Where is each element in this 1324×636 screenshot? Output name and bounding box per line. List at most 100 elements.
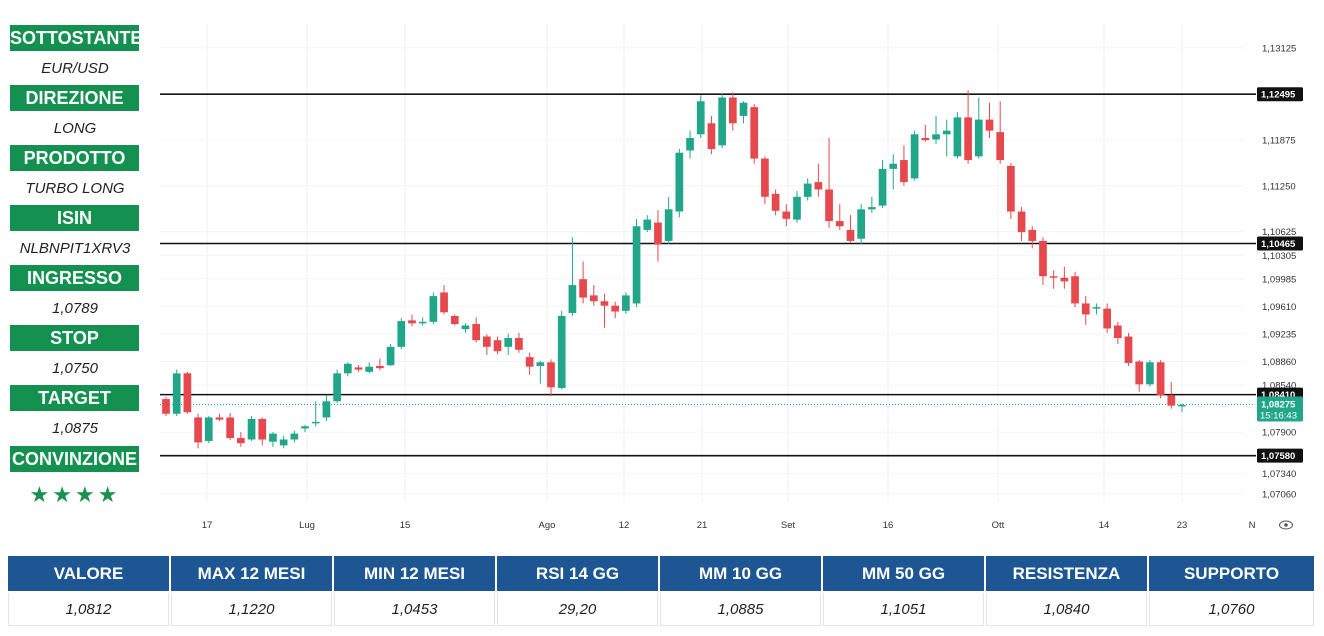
candle-down bbox=[600, 301, 609, 306]
y-tick-label: 1,08540 bbox=[1262, 381, 1296, 392]
ingresso-value: 1,0789 bbox=[52, 300, 98, 317]
candle-down bbox=[237, 438, 245, 444]
x-tick-label: 14 bbox=[1099, 520, 1110, 531]
candle-down bbox=[1007, 165, 1015, 212]
candle-up bbox=[664, 209, 673, 241]
candle-up bbox=[932, 134, 940, 140]
candle-up bbox=[1146, 362, 1154, 385]
candle-down bbox=[835, 221, 844, 227]
y-tick-label: 1,09235 bbox=[1262, 329, 1296, 340]
prodotto-label: PRODOTTO bbox=[10, 145, 139, 171]
candle-down bbox=[814, 182, 823, 190]
candle-up bbox=[643, 219, 652, 230]
candle-up bbox=[557, 315, 566, 389]
candle-down bbox=[440, 292, 448, 313]
candle-down bbox=[771, 193, 780, 211]
convinzione-label: CONVINZIONE bbox=[10, 446, 139, 472]
candle-down bbox=[226, 417, 235, 439]
candle-down bbox=[162, 399, 170, 414]
candle-up bbox=[974, 119, 983, 157]
candle-up bbox=[301, 426, 309, 429]
target-label: TARGET bbox=[10, 385, 139, 411]
ingresso-label: INGRESSO bbox=[10, 265, 139, 291]
candle-down bbox=[525, 357, 534, 367]
candle-up bbox=[461, 325, 470, 330]
candle-down bbox=[1049, 276, 1058, 278]
candle-down bbox=[194, 417, 202, 443]
candle-up bbox=[1092, 307, 1101, 309]
value-resistenza: 1,0840 bbox=[986, 593, 1147, 626]
level-label-box bbox=[1257, 236, 1303, 251]
x-tick-label: Ott bbox=[992, 520, 1005, 531]
candle-up bbox=[333, 373, 341, 402]
candle-up bbox=[568, 285, 577, 314]
candle-down bbox=[1156, 362, 1165, 396]
candle-up bbox=[418, 321, 427, 324]
candle-down bbox=[654, 222, 662, 245]
candle-up bbox=[675, 152, 684, 212]
candle-up bbox=[889, 163, 898, 169]
value-mm-10-gg: 1,0885 bbox=[660, 593, 821, 626]
candle-down bbox=[900, 160, 908, 183]
value-min-12-mesi: 1,0453 bbox=[334, 593, 495, 626]
y-tick-label: 1,09610 bbox=[1262, 302, 1296, 313]
candle-up bbox=[247, 418, 256, 440]
level-label-text: 1,12495 bbox=[1261, 90, 1296, 101]
level-label-box bbox=[1257, 448, 1303, 463]
level-label-text: 1,08410 bbox=[1261, 390, 1295, 401]
candle-down bbox=[964, 117, 972, 161]
candle-down bbox=[215, 417, 224, 420]
candle-down bbox=[493, 340, 502, 352]
candle-down bbox=[183, 373, 192, 413]
direzione-label: DIREZIONE bbox=[10, 85, 139, 111]
candle-up bbox=[803, 183, 812, 197]
current-price-box bbox=[1257, 396, 1303, 422]
candle-down bbox=[472, 324, 480, 341]
candle-up bbox=[279, 439, 288, 446]
candle-down bbox=[825, 189, 833, 222]
candle-down bbox=[846, 229, 855, 241]
header-max-12-mesi: MAX 12 MESI bbox=[171, 556, 332, 591]
candle-up bbox=[793, 196, 801, 220]
level-label-text: 1,07580 bbox=[1261, 451, 1295, 462]
candle-down bbox=[1081, 303, 1090, 315]
candle-down bbox=[1071, 276, 1079, 304]
candle-down bbox=[921, 137, 930, 141]
y-tick-label: 1,07900 bbox=[1262, 428, 1296, 439]
header-min-12-mesi: MIN 12 MESI bbox=[334, 556, 495, 591]
x-tick-label: Lug bbox=[299, 520, 315, 531]
y-tick-label: 1,10625 bbox=[1262, 227, 1296, 238]
header-valore: VALORE bbox=[8, 556, 169, 591]
level-label-box bbox=[1257, 87, 1303, 102]
eye-icon bbox=[1279, 520, 1293, 530]
candle-down bbox=[258, 418, 267, 440]
candle-up bbox=[686, 137, 694, 151]
candle-down bbox=[1028, 229, 1037, 241]
target-value: 1,0875 bbox=[52, 420, 98, 437]
candle-down bbox=[611, 305, 620, 312]
y-tick-label: 1,07340 bbox=[1262, 469, 1296, 480]
candle-down bbox=[985, 119, 994, 131]
candle-up bbox=[365, 366, 374, 372]
x-tick-label: 12 bbox=[619, 520, 630, 531]
y-tick-label: 1,07060 bbox=[1262, 489, 1296, 500]
stop-value: 1,0750 bbox=[52, 360, 98, 377]
candle-down bbox=[1017, 211, 1026, 233]
candle-up bbox=[536, 362, 545, 366]
candle-down bbox=[589, 295, 598, 302]
candle-down bbox=[728, 97, 737, 124]
convinzione-stars: ★★★★ bbox=[29, 482, 121, 507]
x-tick-label: 21 bbox=[697, 520, 708, 531]
candle-down bbox=[761, 158, 769, 197]
candle-up bbox=[868, 207, 876, 210]
candle-down bbox=[579, 279, 587, 298]
candle-up bbox=[322, 401, 331, 418]
direzione-value: LONG bbox=[53, 120, 97, 137]
y-tick-label: 1,08860 bbox=[1262, 357, 1296, 368]
header-resistenza: RESISTENZA bbox=[986, 556, 1147, 591]
candlestick-chart-svg: 1,13125 1,11875 1,11250 1,10625 1,10305 1,099… bbox=[160, 24, 1303, 531]
candle-up bbox=[172, 373, 181, 414]
x-tick-label: 17 bbox=[202, 520, 213, 531]
price-chart: 1,13125 1,11875 1,11250 1,10625 1,10305 1,099… bbox=[150, 20, 1324, 540]
y-tick-label: 1,09985 bbox=[1262, 274, 1296, 285]
